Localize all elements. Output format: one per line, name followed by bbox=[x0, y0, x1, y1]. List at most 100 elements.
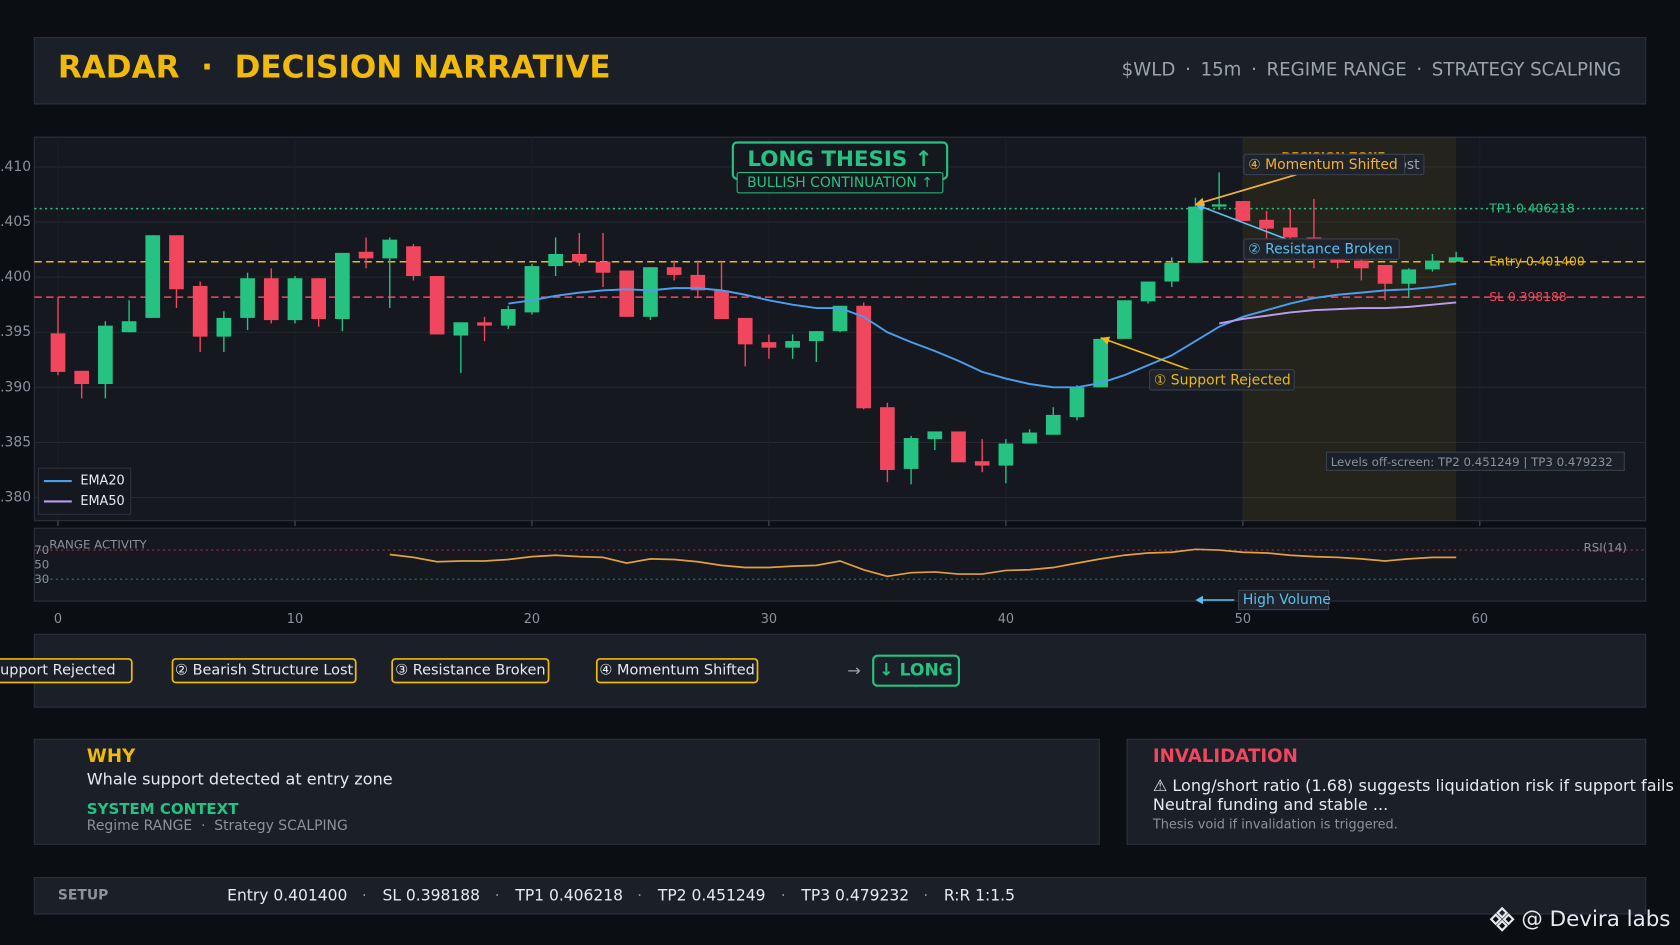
candle-body bbox=[406, 246, 421, 277]
header-meta: $WLD · 15m · REGIME RANGE · STRATEGY SCALPING bbox=[1122, 59, 1621, 80]
annotation-label: ① Support Rejected bbox=[1154, 372, 1291, 388]
candle-body bbox=[311, 278, 327, 320]
watermark-logo bbox=[1489, 906, 1515, 932]
candle-body bbox=[880, 407, 895, 471]
candle-body bbox=[998, 443, 1014, 466]
candle-body bbox=[263, 278, 279, 321]
step-label: ③ Resistance Broken bbox=[395, 663, 545, 679]
setup-item: TP1 0.406218 bbox=[514, 887, 623, 905]
setup-item: TP3 0.479232 bbox=[800, 887, 909, 905]
context-text: Regime RANGE · Strategy SCALPING bbox=[87, 818, 348, 834]
step-label: ④ Momentum Shifted bbox=[599, 663, 754, 679]
candle-body bbox=[1353, 260, 1369, 269]
candle-body bbox=[548, 253, 563, 267]
header-panel bbox=[33, 36, 1647, 105]
thesis-title: LONG THESIS ↑ bbox=[747, 147, 932, 172]
candle-body bbox=[477, 322, 492, 326]
x-tick-label: 50 bbox=[1235, 612, 1251, 627]
candle-body bbox=[856, 305, 872, 409]
candle-body bbox=[500, 309, 516, 326]
candle-body bbox=[1069, 387, 1085, 418]
invalidation-line: Neutral funding and stable ... bbox=[1153, 795, 1388, 814]
candle-body bbox=[453, 322, 469, 336]
annotation-box bbox=[1243, 238, 1400, 260]
setup-item: R:R 1:1.5 bbox=[944, 887, 1015, 905]
candle-body bbox=[571, 253, 587, 262]
page-title: RADAR · DECISION NARRATIVE bbox=[58, 50, 611, 86]
candle-body bbox=[1188, 206, 1203, 263]
candle-body bbox=[737, 317, 753, 345]
candle-body bbox=[1448, 257, 1464, 262]
legend-box bbox=[38, 467, 132, 515]
y-tick-label: 0.385 bbox=[0, 434, 31, 450]
candle-body bbox=[382, 239, 398, 259]
rsi-name: RSI(14) bbox=[1584, 541, 1627, 555]
x-tick-label: 60 bbox=[1472, 612, 1488, 627]
annotation-arrow bbox=[1195, 203, 1287, 240]
y-tick-label: 0.410 bbox=[0, 159, 31, 175]
candle-body bbox=[951, 431, 966, 463]
rsi-title: RANGE ACTIVITY bbox=[49, 537, 147, 551]
candle-body bbox=[619, 270, 635, 317]
rsi-line bbox=[389, 548, 1457, 578]
candle-body bbox=[1117, 300, 1132, 339]
candle-body bbox=[145, 235, 161, 318]
candle-body bbox=[1022, 432, 1037, 444]
setup-item: SL 0.398188 bbox=[383, 887, 480, 905]
candle-body bbox=[1377, 265, 1393, 284]
candle-body bbox=[643, 267, 658, 317]
setup-separator: · bbox=[495, 887, 500, 905]
candle-body bbox=[358, 251, 374, 259]
candle-body bbox=[429, 276, 445, 335]
invalidation-line: ⚠ Long/short ratio (1.68) suggests liqui… bbox=[1153, 776, 1674, 795]
flow-arrow: → bbox=[847, 661, 860, 680]
offscreen-note: Levels off-screen: TP2 0.451249 | TP3 0.… bbox=[1331, 455, 1613, 470]
setup-item: Entry 0.401400 bbox=[227, 887, 347, 905]
candle-body bbox=[927, 431, 943, 440]
step-chip bbox=[171, 658, 357, 684]
annotation-box bbox=[1149, 369, 1295, 391]
y-tick-label: 0.395 bbox=[0, 324, 31, 340]
setup-separator: · bbox=[781, 887, 786, 905]
y-tick-label: 0.390 bbox=[0, 379, 31, 395]
thesis-subtitle: BULLISH CONTINUATION ↑ bbox=[747, 175, 933, 191]
y-tick-label: 0.405 bbox=[0, 214, 31, 230]
candle-body bbox=[1425, 260, 1440, 270]
volume-box bbox=[1238, 589, 1330, 611]
offscreen-box bbox=[1325, 451, 1625, 471]
candle-body bbox=[595, 261, 611, 273]
step-label: ② Bearish Structure Lost bbox=[175, 663, 353, 679]
candle-body bbox=[240, 278, 255, 318]
meta-separator: · bbox=[1416, 59, 1422, 80]
annotation-label: ④ Momentum Shifted bbox=[1248, 157, 1398, 173]
candle-body bbox=[808, 331, 824, 342]
setup-title: SETUP bbox=[58, 888, 109, 904]
candle-body bbox=[216, 317, 232, 337]
candle-body bbox=[1401, 269, 1417, 284]
step-chip bbox=[595, 658, 759, 684]
candle-body bbox=[169, 235, 184, 290]
candle-body bbox=[335, 252, 350, 320]
candle-body bbox=[974, 461, 990, 466]
candle-body bbox=[287, 278, 303, 321]
step-chip bbox=[391, 658, 550, 684]
meta-item: 15m bbox=[1201, 59, 1242, 80]
why-text: Whale support detected at entry zone bbox=[87, 769, 393, 788]
meta-separator: · bbox=[1185, 59, 1191, 80]
step-chip bbox=[0, 658, 133, 684]
candle-body bbox=[714, 290, 729, 320]
candle-body bbox=[1140, 281, 1156, 302]
chart: DECISION ZONE0.3800.3850.3900.3950.4000.… bbox=[0, 137, 1646, 627]
volume-note: High Volume bbox=[1243, 592, 1331, 608]
rsi-tick-label: 70 bbox=[34, 543, 49, 557]
volume-arrowhead bbox=[1195, 595, 1203, 605]
candle-body bbox=[1282, 227, 1298, 238]
legend-label: EMA20 bbox=[80, 474, 124, 489]
ema-line bbox=[508, 282, 1457, 389]
context-title: SYSTEM CONTEXT bbox=[87, 800, 239, 818]
setup-item: TP2 0.451249 bbox=[657, 887, 766, 905]
candle-body bbox=[50, 333, 66, 372]
candle-body bbox=[121, 321, 137, 333]
y-tick-label: 0.400 bbox=[0, 269, 31, 285]
